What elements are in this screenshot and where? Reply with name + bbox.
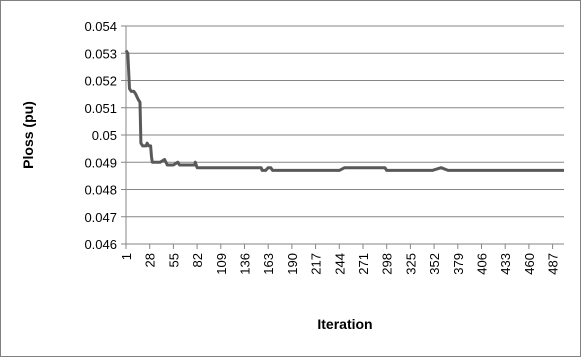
x-tick-label: 163 <box>261 253 276 275</box>
x-axis-ticks: 1 28 55 82 109 136 163 190 217 244 271 298 325 352 379… <box>119 244 561 275</box>
y-tick-label: 0.05 <box>92 128 117 143</box>
x-tick-label: 352 <box>427 253 442 275</box>
y-axis-title: Ploss (pu) <box>20 101 36 169</box>
x-tick-label: 136 <box>237 253 252 275</box>
x-tick-label: 109 <box>214 253 229 275</box>
y-tick-label: 0.046 <box>84 237 117 252</box>
x-tick-label: 433 <box>498 253 513 275</box>
gridlines <box>126 25 564 218</box>
x-axis-title: Iteration <box>317 316 372 332</box>
y-axis-ticks: 0.046 0.047 0.048 0.049 0.05 0.051 0.052 0.053 0… <box>84 19 126 252</box>
x-tick-label: 460 <box>522 253 537 275</box>
x-tick-label: 28 <box>143 253 158 267</box>
x-tick-label: 217 <box>309 253 324 275</box>
x-tick-label: 325 <box>403 253 418 275</box>
x-tick-label: 271 <box>356 253 371 275</box>
x-tick-label: 55 <box>166 253 181 267</box>
x-tick-label: 487 <box>546 253 561 275</box>
x-tick-label: 190 <box>285 253 300 275</box>
y-tick-label: 0.052 <box>84 74 117 89</box>
x-tick-label: 244 <box>332 253 347 275</box>
series-layer <box>124 49 564 172</box>
y-tick-label: 0.049 <box>84 155 117 170</box>
y-tick-label: 0.053 <box>84 46 117 61</box>
y-tick-label: 0.047 <box>84 210 117 225</box>
y-tick-label: 0.048 <box>84 183 117 198</box>
series-line <box>124 49 564 172</box>
x-tick-label: 1 <box>119 253 134 260</box>
y-tick-label: 0.051 <box>84 101 117 116</box>
x-tick-label: 82 <box>190 253 205 267</box>
x-tick-label: 298 <box>380 253 395 275</box>
y-tick-label: 0.054 <box>84 19 117 34</box>
x-tick-label: 379 <box>451 253 466 275</box>
x-tick-label: 406 <box>474 253 489 275</box>
